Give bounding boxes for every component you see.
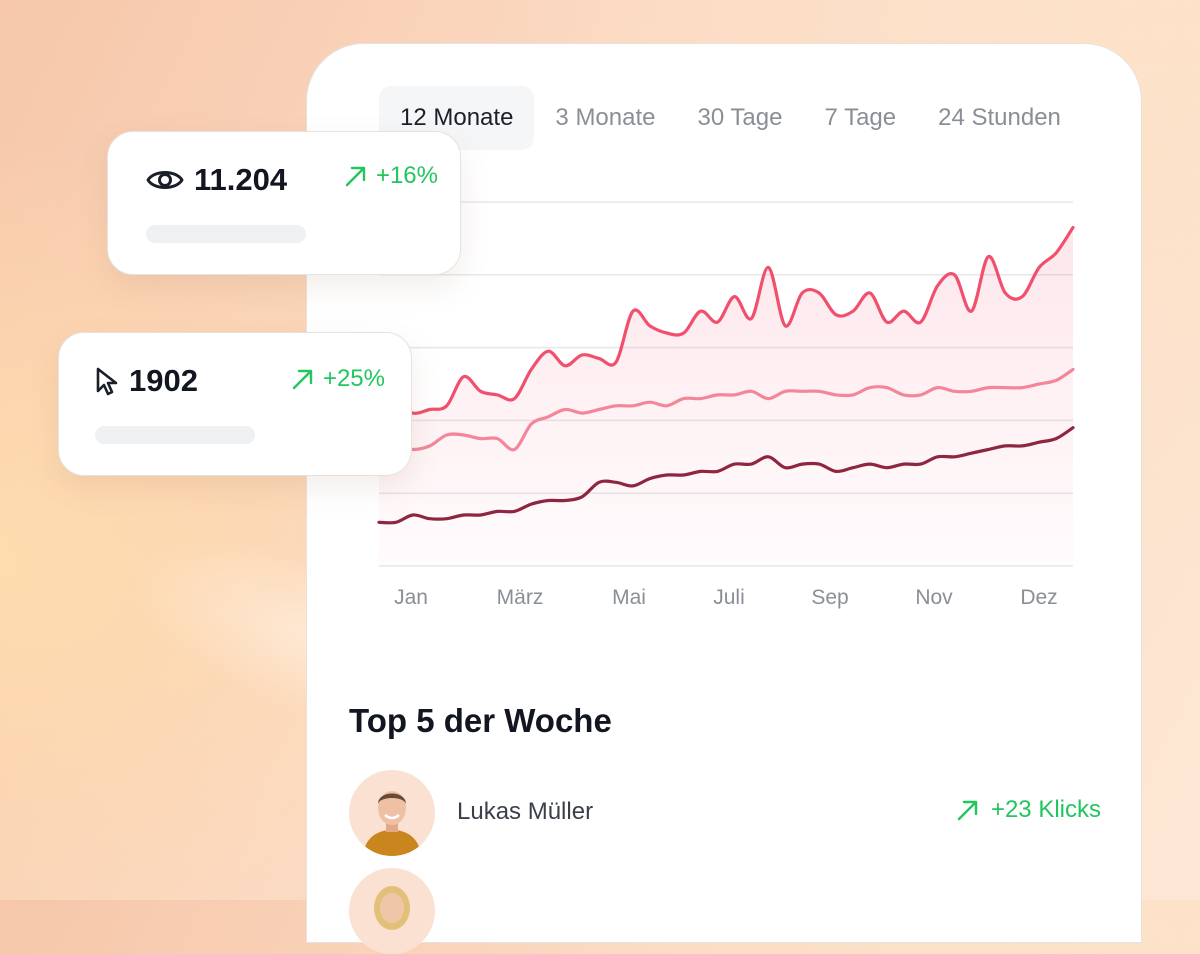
eye-icon [146, 171, 184, 189]
x-tick-label: Nov [915, 586, 953, 609]
user-name: Lukas Müller [457, 798, 594, 825]
series-line-2 [377, 367, 1075, 452]
list-item[interactable]: Lukas Müller +23 Klicks [349, 770, 1101, 856]
x-tick-label: Dez [1020, 586, 1057, 609]
avatar [349, 868, 435, 954]
skeleton-bar [146, 225, 306, 243]
x-tick-label: Juli [713, 586, 745, 609]
clicks-delta: +23 Klicks [955, 796, 1101, 824]
arrow-up-right-icon [345, 166, 366, 187]
clicks-delta-value: +23 Klicks [990, 796, 1101, 823]
avatar [349, 770, 435, 856]
x-tick-label: Mai [612, 586, 646, 609]
skeleton-bar [95, 426, 255, 444]
clicks-delta-value: +25% [322, 365, 385, 392]
tab-24-stunden[interactable]: 24 Stunden [938, 104, 1061, 131]
x-tick-label: Jan [394, 586, 428, 609]
x-tick-label: März [497, 586, 544, 609]
tab-30-tage[interactable]: 30 Tage [697, 104, 783, 131]
tab-7-tage[interactable]: 7 Tage [824, 104, 897, 131]
clicks-delta: +25% [291, 365, 385, 393]
arrow-up-right-icon [957, 800, 978, 821]
top5-title: Top 5 der Woche [349, 702, 612, 739]
clicks-value: 1902 [129, 363, 198, 398]
clicks-metric: 1902 [95, 361, 198, 401]
tab-3-monate[interactable]: 3 Monate [555, 104, 656, 131]
views-stat-card[interactable]: 11.204 +16% [107, 131, 461, 275]
series-area-1 [379, 227, 1073, 566]
views-metric: 11.204 [146, 160, 287, 200]
clicks-stat-card[interactable]: 1902 +25% [58, 332, 412, 476]
list-item[interactable] [349, 868, 1101, 954]
views-value: 11.204 [194, 162, 288, 197]
series-line-1 [377, 225, 1075, 415]
views-delta-value: +16% [375, 162, 438, 189]
views-delta: +16% [344, 162, 438, 190]
analytics-panel: 12 Monate 3 Monate 30 Tage 7 Tage 24 Stu… [306, 43, 1142, 954]
series-line-3 [377, 426, 1075, 525]
arrow-up-right-icon [292, 369, 313, 390]
cursor-icon [96, 367, 118, 396]
traffic-chart: Jan März Mai Juli Sep Nov Dez [377, 201, 1075, 609]
x-tick-label: Sep [811, 586, 848, 609]
